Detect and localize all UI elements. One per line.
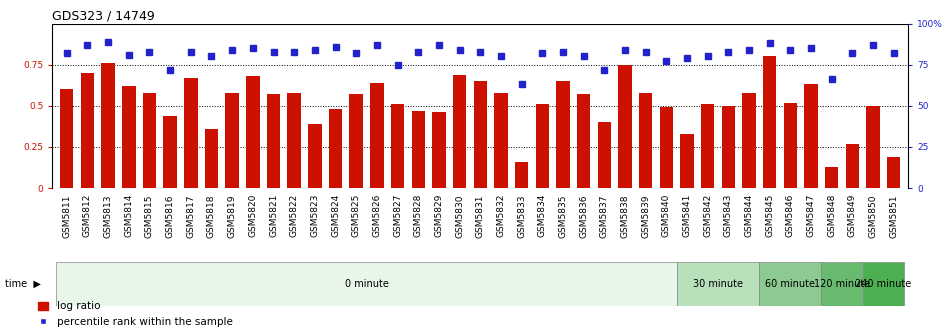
Text: GSM5830: GSM5830 xyxy=(456,194,464,238)
Text: GSM5843: GSM5843 xyxy=(724,194,733,238)
Bar xyxy=(391,104,404,188)
Text: GSM5817: GSM5817 xyxy=(186,194,195,238)
Text: GSM5822: GSM5822 xyxy=(290,194,299,237)
Bar xyxy=(204,129,218,188)
Text: 60 minute: 60 minute xyxy=(766,279,815,289)
Text: GSM5818: GSM5818 xyxy=(207,194,216,238)
Text: GSM5850: GSM5850 xyxy=(868,194,878,238)
Bar xyxy=(349,94,363,188)
Bar xyxy=(845,144,859,188)
Text: GSM5827: GSM5827 xyxy=(393,194,402,238)
Text: GSM5816: GSM5816 xyxy=(165,194,175,238)
Bar xyxy=(246,76,260,188)
Legend: log ratio, percentile rank within the sample: log ratio, percentile rank within the sa… xyxy=(33,297,237,331)
Text: GSM5842: GSM5842 xyxy=(703,194,712,237)
Bar xyxy=(102,63,115,188)
Text: GSM5813: GSM5813 xyxy=(104,194,112,238)
Bar xyxy=(805,84,818,188)
Bar xyxy=(432,113,446,188)
Bar xyxy=(866,106,880,188)
Text: GSM5825: GSM5825 xyxy=(352,194,360,238)
Text: GSM5832: GSM5832 xyxy=(496,194,505,238)
Text: GSM5812: GSM5812 xyxy=(83,194,92,238)
Text: 240 minute: 240 minute xyxy=(855,279,911,289)
Text: GSM5823: GSM5823 xyxy=(310,194,320,238)
Bar xyxy=(225,93,239,188)
Text: GSM5831: GSM5831 xyxy=(476,194,485,238)
Bar xyxy=(453,75,466,188)
Text: GSM5848: GSM5848 xyxy=(827,194,836,238)
Text: GSM5839: GSM5839 xyxy=(641,194,650,238)
Bar xyxy=(60,89,73,188)
Bar xyxy=(759,262,822,306)
Text: GSM5838: GSM5838 xyxy=(620,194,630,238)
Text: GSM5828: GSM5828 xyxy=(414,194,423,238)
Bar xyxy=(329,109,342,188)
Text: 30 minute: 30 minute xyxy=(693,279,743,289)
Bar xyxy=(825,167,839,188)
Bar xyxy=(618,65,631,188)
Bar xyxy=(370,83,383,188)
Text: GSM5834: GSM5834 xyxy=(537,194,547,238)
Bar xyxy=(822,262,863,306)
Text: GSM5835: GSM5835 xyxy=(558,194,568,238)
Text: GDS323 / 14749: GDS323 / 14749 xyxy=(52,9,155,23)
Text: GSM5837: GSM5837 xyxy=(600,194,609,238)
Bar xyxy=(81,73,94,188)
Bar xyxy=(887,157,901,188)
Text: GSM5841: GSM5841 xyxy=(683,194,691,238)
Bar xyxy=(784,102,797,188)
Bar xyxy=(308,124,321,188)
Text: GSM5824: GSM5824 xyxy=(331,194,340,237)
Bar xyxy=(56,262,677,306)
Text: GSM5821: GSM5821 xyxy=(269,194,278,238)
Text: GSM5829: GSM5829 xyxy=(435,194,443,238)
Bar xyxy=(287,93,301,188)
Text: GSM5851: GSM5851 xyxy=(889,194,899,238)
Bar xyxy=(184,78,198,188)
Bar xyxy=(763,56,776,188)
Text: 120 minute: 120 minute xyxy=(814,279,870,289)
Text: GSM5847: GSM5847 xyxy=(806,194,816,238)
Bar xyxy=(660,108,673,188)
Bar xyxy=(597,122,611,188)
Bar xyxy=(164,116,177,188)
Bar xyxy=(577,94,591,188)
Text: GSM5846: GSM5846 xyxy=(786,194,795,238)
Text: GSM5844: GSM5844 xyxy=(745,194,753,237)
Bar xyxy=(122,86,135,188)
Text: GSM5811: GSM5811 xyxy=(62,194,71,238)
Bar xyxy=(677,262,759,306)
Bar xyxy=(743,93,756,188)
Text: GSM5814: GSM5814 xyxy=(125,194,133,238)
Bar xyxy=(514,162,529,188)
Bar xyxy=(556,81,570,188)
Bar xyxy=(267,94,281,188)
Text: GSM5849: GSM5849 xyxy=(848,194,857,238)
Text: GSM5815: GSM5815 xyxy=(145,194,154,238)
Bar xyxy=(639,93,652,188)
Text: time  ▶: time ▶ xyxy=(5,279,41,289)
Text: GSM5826: GSM5826 xyxy=(373,194,381,238)
Text: GSM5819: GSM5819 xyxy=(227,194,237,238)
Bar xyxy=(535,104,549,188)
Bar xyxy=(474,81,487,188)
Text: GSM5836: GSM5836 xyxy=(579,194,588,238)
Text: GSM5840: GSM5840 xyxy=(662,194,670,238)
Bar xyxy=(722,106,735,188)
Text: GSM5845: GSM5845 xyxy=(766,194,774,238)
Bar xyxy=(143,93,156,188)
Bar xyxy=(701,104,714,188)
Bar xyxy=(412,111,425,188)
Text: 0 minute: 0 minute xyxy=(344,279,389,289)
Bar xyxy=(863,262,904,306)
Text: GSM5820: GSM5820 xyxy=(248,194,258,238)
Bar xyxy=(680,134,693,188)
Bar xyxy=(495,93,508,188)
Text: GSM5833: GSM5833 xyxy=(517,194,526,238)
